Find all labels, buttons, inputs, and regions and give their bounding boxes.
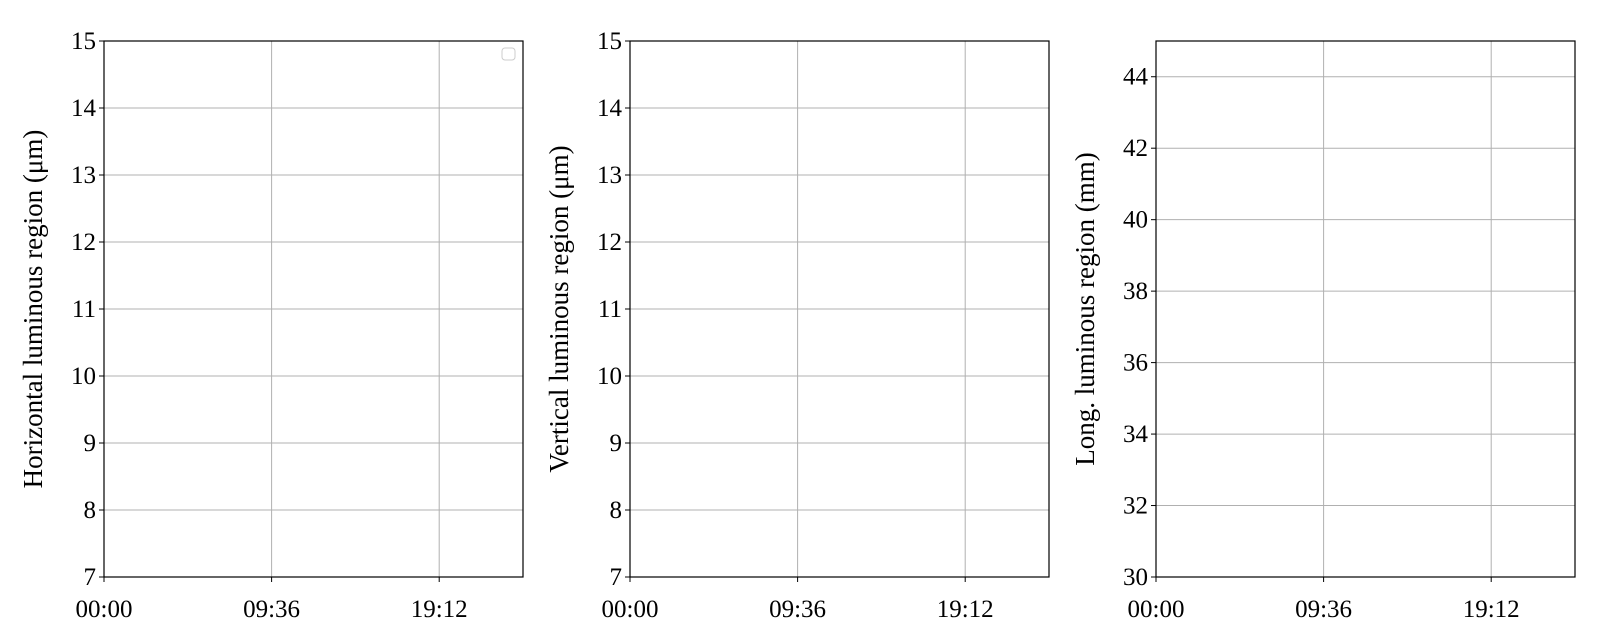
y-tick-label: 9 xyxy=(610,430,623,457)
y-tick-label: 40 xyxy=(1123,207,1148,234)
y-tick-label: 36 xyxy=(1123,350,1148,377)
y-tick-label: 7 xyxy=(610,564,623,591)
x-tick-label: 00:00 xyxy=(76,596,133,623)
y-tick-label: 7 xyxy=(84,564,97,591)
y-tick-label: 30 xyxy=(1123,564,1148,591)
y-tick-label: 10 xyxy=(71,363,96,390)
chart-panel-1: 00:00 09:36 19:12 7 8 9 10 11 12 13 14 15 Horizontal… xyxy=(18,28,524,623)
x-tick-label: 09:36 xyxy=(243,596,300,623)
y-axis-label: Vertical luminous region (μm) xyxy=(544,145,574,472)
x-tick-label: 00:00 xyxy=(602,596,659,623)
y-tick-label: 34 xyxy=(1123,421,1149,448)
y-tick-label: 11 xyxy=(598,296,622,323)
axes-frame xyxy=(103,40,524,578)
y-tick-label: 42 xyxy=(1123,135,1148,162)
x-tick-label: 19:12 xyxy=(937,596,994,623)
x-tick-label: 19:12 xyxy=(1463,596,1520,623)
axes-frame xyxy=(1155,40,1576,578)
y-tick-label: 11 xyxy=(72,296,96,323)
y-tick-label: 8 xyxy=(84,497,97,524)
x-tick-label: 09:36 xyxy=(769,596,826,623)
axes-frame xyxy=(629,40,1050,578)
y-axis-label: Long. luminous region (mm) xyxy=(1070,152,1100,465)
y-tick-label: 32 xyxy=(1123,493,1148,520)
chart-panel-2: 00:00 09:36 19:12 7 8 9 10 11 12 13 14 15 Vertical l… xyxy=(544,28,1050,623)
x-tick-label: 09:36 xyxy=(1295,596,1352,623)
y-tick-label: 14 xyxy=(597,95,623,122)
chart-panel-3: 00:00 09:36 19:12 30 32 34 36 38 40 42 44 Long. lum… xyxy=(1070,40,1576,623)
y-tick-label: 12 xyxy=(597,229,622,256)
y-tick-label: 13 xyxy=(71,162,96,189)
x-tick-label: 00:00 xyxy=(1128,596,1185,623)
y-tick-label: 10 xyxy=(597,363,622,390)
legend-box xyxy=(501,47,516,61)
y-tick-label: 44 xyxy=(1123,64,1149,91)
y-tick-label: 12 xyxy=(71,229,96,256)
y-tick-label: 13 xyxy=(597,162,622,189)
y-tick-label: 14 xyxy=(71,95,97,122)
y-tick-label: 15 xyxy=(71,28,96,55)
y-axis-label: Horizontal luminous region (μm) xyxy=(18,130,48,489)
y-tick-label: 38 xyxy=(1123,278,1148,305)
x-tick-label: 19:12 xyxy=(411,596,468,623)
y-tick-label: 8 xyxy=(610,497,623,524)
y-tick-label: 9 xyxy=(84,430,97,457)
y-tick-label: 15 xyxy=(597,28,622,55)
